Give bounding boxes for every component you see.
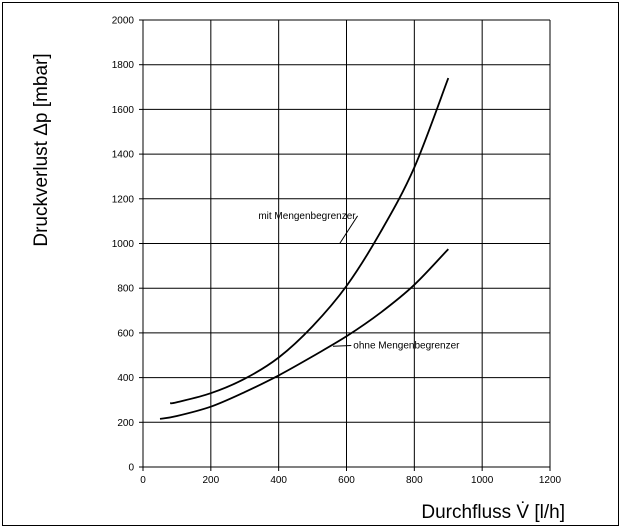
y-tick-label: 0 xyxy=(128,463,134,474)
y-axis-title: Druckverlust Δp [mbar] xyxy=(31,53,52,246)
series-line-1 xyxy=(169,77,450,405)
x-tick-label: 1000 xyxy=(471,475,494,486)
y-tick-label: 1800 xyxy=(112,60,135,71)
annotation-label-2: ohne Mengenbegrenzer xyxy=(353,341,460,352)
y-tick-label: 1400 xyxy=(112,150,135,161)
annotation-label-1: mit Mengenbegrenzer xyxy=(258,211,356,222)
y-tick-label: 200 xyxy=(117,418,134,429)
series-lines xyxy=(159,77,450,420)
chart-frame xyxy=(2,2,619,526)
x-tick-label: 1200 xyxy=(539,475,562,486)
x-tick-label: 400 xyxy=(270,475,287,486)
y-tick-label: 1600 xyxy=(112,105,135,116)
x-tick-label: 600 xyxy=(338,475,355,486)
tick-labels: 0 200 400 600 800 1000 1200 0 200 400 600 800 1000 12… xyxy=(112,16,562,487)
series-line-2 xyxy=(159,248,449,420)
y-tick-label: 1200 xyxy=(112,194,135,205)
y-tick-label: 1000 xyxy=(112,239,135,250)
annotation-leader-2 xyxy=(332,345,352,347)
y-tick-label: 2000 xyxy=(112,16,135,27)
annotations: mit Mengenbegrenzer ohne Mengenbegrenzer xyxy=(258,211,460,352)
y-tick-label: 400 xyxy=(117,373,134,384)
y-tick-label: 600 xyxy=(117,328,134,339)
x-tick-label: 200 xyxy=(202,475,219,486)
grid xyxy=(139,19,551,471)
x-tick-label: 0 xyxy=(140,475,146,486)
y-tick-label: 800 xyxy=(117,284,134,295)
x-tick-label: 800 xyxy=(406,475,423,486)
annotation-leader-1 xyxy=(339,215,359,244)
x-axis-title: Durchfluss V̇ [l/h] xyxy=(421,502,565,523)
